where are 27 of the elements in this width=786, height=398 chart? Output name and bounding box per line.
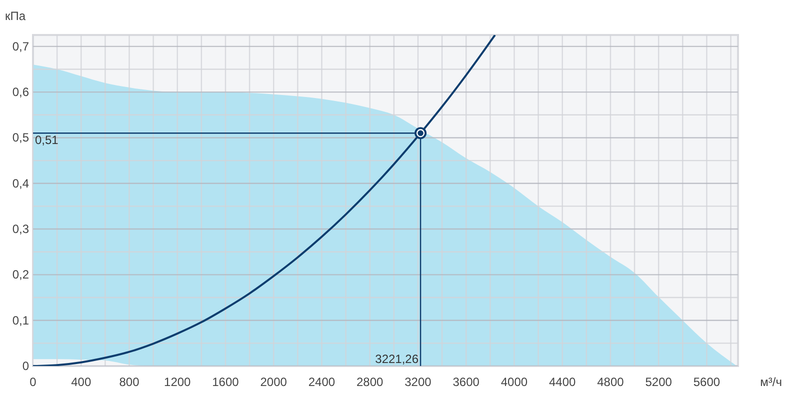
x-tick-label: 400 (71, 375, 92, 389)
y-tick-label: 0,5 (12, 130, 30, 145)
y-tick-label: 0,7 (12, 39, 30, 54)
ref-line-label: 3221,26 (375, 352, 419, 366)
ref-line-label: 0,51 (35, 133, 59, 148)
y-tick-label: 0 (22, 359, 30, 373)
y-axis-title: кПа (5, 9, 26, 23)
y-tick-label: 0,2 (12, 268, 30, 282)
x-tick-label: 3200 (404, 375, 432, 389)
y-tick-label: 0,4 (12, 176, 30, 190)
x-tick-label: 2000 (260, 375, 288, 389)
x-tick-label: 5600 (693, 375, 720, 389)
x-tick-label: 4800 (597, 375, 624, 389)
x-tick-label: 4000 (500, 375, 528, 389)
y-tick-label: 0,6 (12, 85, 30, 100)
x-tick-label: 4400 (549, 375, 576, 389)
line-series (33, 35, 496, 366)
x-tick-label: 800 (119, 375, 140, 389)
x-axis-title: м³/ч (760, 375, 782, 389)
x-tick-label: 2400 (308, 375, 336, 389)
x-tick-label: 2800 (356, 375, 384, 389)
x-tick-label: 1600 (212, 375, 240, 389)
x-tick-label: 1200 (164, 375, 192, 389)
y-tick-label: 0,1 (12, 313, 30, 328)
x-tick-label: 3600 (452, 375, 480, 389)
y-tick-label: 0,3 (12, 222, 30, 236)
x-tick-label: 5200 (645, 375, 672, 389)
